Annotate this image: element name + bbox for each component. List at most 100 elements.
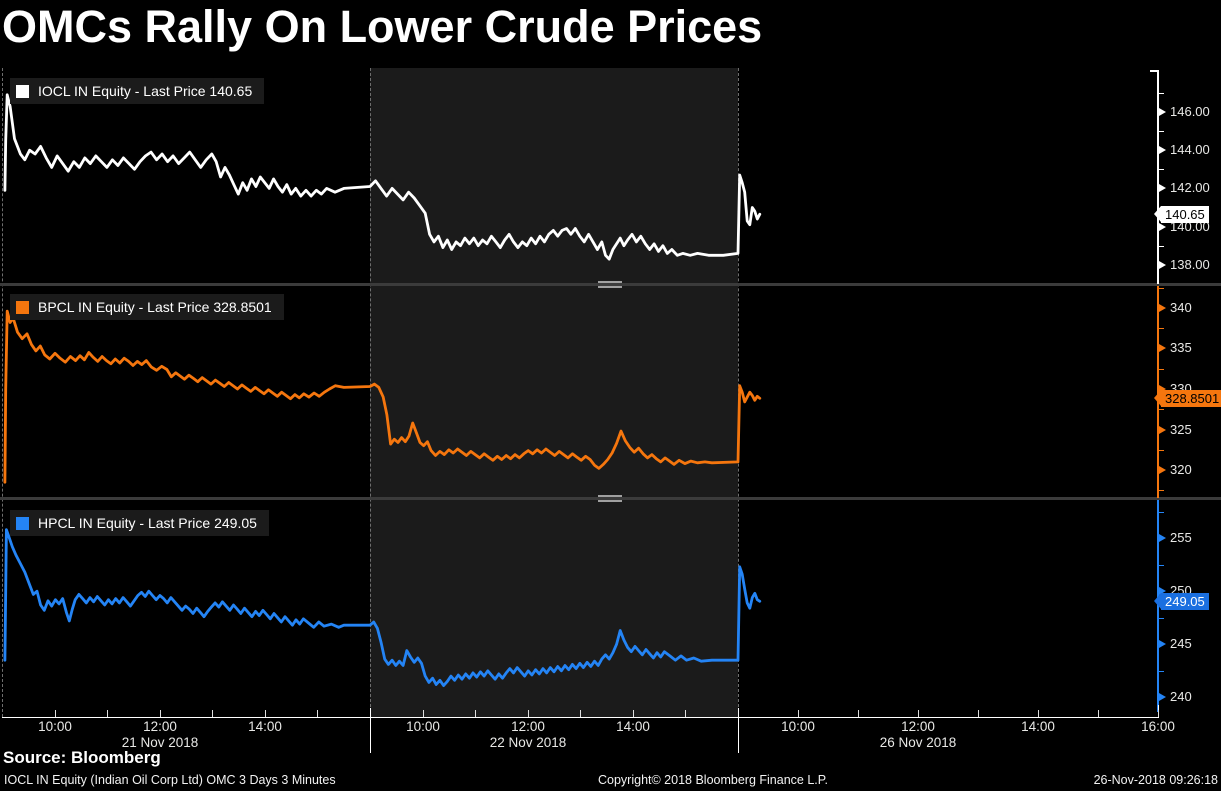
x-hour-tick xyxy=(918,710,919,717)
legend-bpcl[interactable]: BPCL IN Equity - Last Price 328.8501 xyxy=(10,294,284,320)
x-time-label: 12:00 xyxy=(901,719,935,734)
x-hour-tick xyxy=(107,710,108,717)
y-minor-tick xyxy=(1159,618,1164,619)
iocl-price-line xyxy=(3,93,762,261)
status-bar-chart-description: IOCL IN Equity (Indian Oil Corp Ltd) OMC… xyxy=(4,773,336,787)
x-hour-tick xyxy=(55,710,56,717)
panel-separator-2-drag-handle[interactable] xyxy=(598,495,622,502)
y-tick-arrow-icon xyxy=(1159,108,1166,116)
y-tick-arrow-icon xyxy=(1159,640,1166,648)
y-tick-label: 245 xyxy=(1170,636,1192,651)
x-hour-tick xyxy=(798,710,799,717)
x-hour-tick xyxy=(1098,710,1099,717)
y-tick-arrow-icon xyxy=(1159,304,1166,312)
x-time-label: 10:00 xyxy=(406,719,440,734)
x-hour-tick xyxy=(212,710,213,717)
y-minor-tick xyxy=(1159,288,1164,289)
y-minor-tick xyxy=(1159,512,1164,513)
y-tick-label: 144.00 xyxy=(1170,142,1210,157)
legend-iocl[interactable]: IOCL IN Equity - Last Price 140.65 xyxy=(10,78,265,104)
y-minor-tick xyxy=(1159,450,1164,451)
y-minor-tick xyxy=(1159,671,1164,672)
hpcl-last-price-tag: 249.05 xyxy=(1154,593,1209,610)
y-tick-arrow-icon xyxy=(1159,466,1166,474)
bpcl-last-price-tag: 328.8501 xyxy=(1153,390,1221,407)
x-time-label: 14:00 xyxy=(248,719,282,734)
status-bar: IOCL IN Equity (Indian Oil Corp Ltd) OMC… xyxy=(0,770,1221,791)
x-time-label: 14:00 xyxy=(616,719,650,734)
y-tick-arrow-icon xyxy=(1159,184,1166,192)
x-hour-tick xyxy=(633,710,634,717)
x-time-label: 10:00 xyxy=(38,719,72,734)
y-tick-label: 138.00 xyxy=(1170,257,1210,272)
session-divider xyxy=(738,708,739,753)
y-tick-arrow-icon xyxy=(1159,344,1166,352)
y-tick-arrow-icon xyxy=(1159,223,1166,231)
hpcl-series-marker-icon xyxy=(16,516,29,530)
hpcl-price-line xyxy=(3,528,762,687)
source-label: Source: Bloomberg xyxy=(3,748,161,767)
x-date-label: 26 Nov 2018 xyxy=(879,735,957,750)
x-axis-line xyxy=(2,717,1159,718)
y-tick-arrow-icon xyxy=(1159,587,1166,595)
x-hour-tick xyxy=(580,710,581,717)
x-date-label: 22 Nov 2018 xyxy=(489,735,567,750)
y-tick-label: 240 xyxy=(1170,689,1192,704)
session-dashed-border-left xyxy=(2,68,3,717)
status-bar-copyright: Copyright© 2018 Bloomberg Finance L.P. xyxy=(598,773,828,787)
session-dashed-border-mid-left xyxy=(370,68,371,717)
legend-hpcl-label: HPCL IN Equity - Last Price 249.05 xyxy=(38,515,257,531)
x-hour-tick xyxy=(528,710,529,717)
y-minor-tick xyxy=(1159,409,1164,410)
y-tick-arrow-icon xyxy=(1159,146,1166,154)
legend-hpcl[interactable]: HPCL IN Equity - Last Price 249.05 xyxy=(10,510,269,536)
x-hour-tick xyxy=(685,710,686,717)
y-tick-label: 325 xyxy=(1170,422,1192,437)
iocl-series-marker-icon xyxy=(16,84,29,98)
y-tick-arrow-icon xyxy=(1159,693,1166,701)
x-time-label: 16:00 xyxy=(1141,719,1175,734)
x-time-label: 12:00 xyxy=(143,719,177,734)
status-bar-timestamp: 26-Nov-2018 09:26:18 xyxy=(1093,773,1218,787)
y-tick-arrow-icon xyxy=(1159,385,1166,393)
y-tick-label: 320 xyxy=(1170,462,1192,477)
y-minor-tick xyxy=(1159,328,1164,329)
panel-separator-1-drag-handle[interactable] xyxy=(598,281,622,288)
x-hour-tick xyxy=(978,710,979,717)
session-highlight-region xyxy=(370,68,738,717)
y-minor-tick xyxy=(1159,93,1164,94)
x-hour-tick xyxy=(1158,710,1159,717)
y-minor-tick xyxy=(1159,246,1164,247)
y-tick-label: 140.00 xyxy=(1170,219,1210,234)
x-date-label: 21 Nov 2018 xyxy=(121,735,199,750)
y-tick-arrow-icon xyxy=(1159,261,1166,269)
x-time-label: 14:00 xyxy=(1021,719,1055,734)
y-minor-tick xyxy=(1159,369,1164,370)
x-time-label: 12:00 xyxy=(511,719,545,734)
y-minor-tick xyxy=(1159,131,1164,132)
y-tick-label: 255 xyxy=(1170,530,1192,545)
y-minor-tick xyxy=(1159,490,1164,491)
x-time-label: 10:00 xyxy=(781,719,815,734)
x-hour-tick xyxy=(423,710,424,717)
y-axis-line xyxy=(1157,70,1159,284)
y-tick-arrow-icon xyxy=(1159,534,1166,542)
y-minor-tick xyxy=(1159,169,1164,170)
x-hour-tick xyxy=(475,710,476,717)
y-tick-arrow-icon xyxy=(1159,426,1166,434)
bpcl-price-line xyxy=(3,309,762,484)
page-title: OMCs Rally On Lower Crude Prices xyxy=(2,1,763,52)
x-hour-tick xyxy=(858,710,859,717)
bpcl-series-marker-icon xyxy=(16,300,29,314)
legend-iocl-label: IOCL IN Equity - Last Price 140.65 xyxy=(38,83,253,99)
y-tick-label: 340 xyxy=(1170,300,1192,315)
x-hour-tick xyxy=(1038,710,1039,717)
y-axis-top-cap xyxy=(1150,70,1159,72)
iocl-last-price-tag: 140.65 xyxy=(1154,206,1209,223)
session-divider xyxy=(370,708,371,753)
x-hour-tick xyxy=(317,710,318,717)
x-hour-tick xyxy=(160,710,161,717)
x-hour-tick xyxy=(265,710,266,717)
